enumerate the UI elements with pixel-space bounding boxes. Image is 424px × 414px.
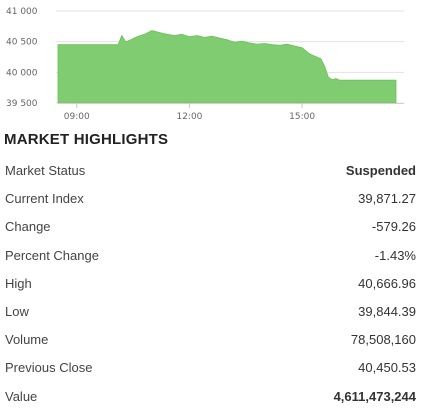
- highlight-row-market-status: Market Status Suspended: [0, 156, 424, 184]
- highlight-label: Market Status: [5, 163, 86, 178]
- highlight-label: Current Index: [5, 191, 84, 207]
- highlight-value: 39,871.27: [358, 191, 416, 207]
- highlight-value: 4,611,473,244: [333, 388, 416, 404]
- highlight-label: High: [5, 275, 32, 291]
- x-tick-label: 15:00: [289, 112, 315, 122]
- y-tick-label: 41 000: [6, 7, 38, 17]
- highlight-label: Percent Change: [5, 247, 99, 263]
- highlight-value: Suspended: [345, 163, 416, 178]
- highlight-label: Value: [5, 388, 38, 404]
- highlight-row-high: High 40,666.96: [0, 269, 424, 297]
- highlight-row-change: Change -579.26: [0, 212, 424, 240]
- highlight-row-previous-close: Previous Close 40,450.53: [0, 353, 424, 381]
- index-area-series: [57, 30, 397, 104]
- highlight-row-value: Value 4,611,473,244: [0, 382, 424, 410]
- highlight-value: -1.43%: [374, 247, 416, 263]
- highlight-row-volume: Volume 78,508,160: [0, 325, 424, 353]
- highlight-label: Change: [5, 219, 51, 235]
- highlight-value: -579.26: [371, 219, 416, 235]
- y-tick-label: 40 000: [6, 68, 38, 78]
- highlight-label: Previous Close: [5, 360, 93, 376]
- highlight-label: Volume: [5, 332, 49, 348]
- highlights-table: Market Status Suspended Current Index 39…: [0, 156, 424, 410]
- highlight-row-current-index: Current Index 39,871.27: [0, 184, 424, 212]
- highlight-label: Low: [5, 303, 29, 319]
- highlight-row-low: Low 39,844.39: [0, 297, 424, 325]
- x-tick-label: 09:00: [64, 112, 90, 122]
- highlight-value: 40,666.96: [358, 275, 416, 291]
- x-tick-label: 12:00: [176, 112, 202, 122]
- highlight-row-percent-change: Percent Change -1.43%: [0, 241, 424, 269]
- highlight-value: 40,450.53: [358, 360, 416, 376]
- y-tick-label: 40 500: [6, 38, 38, 48]
- highlight-value: 39,844.39: [358, 303, 416, 319]
- y-tick-label: 39 500: [6, 99, 38, 109]
- highlight-value: 78,508,160: [350, 332, 416, 348]
- market-highlights-title: MARKET HIGHLIGHTS: [4, 131, 169, 148]
- index-chart: 41 000 40 500 40 000 39 500 09:00 12:00 15:00: [6, 7, 404, 122]
